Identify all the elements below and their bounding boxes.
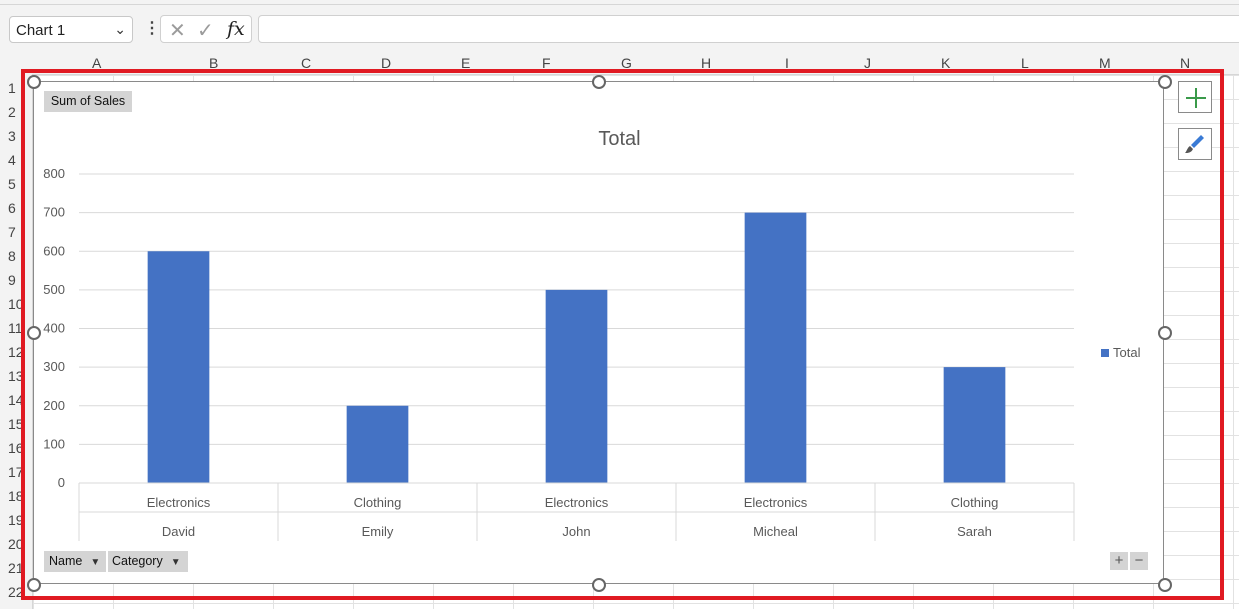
axis-field-button-category[interactable]: Category ▼ (108, 551, 188, 572)
dropdown-arrow-icon[interactable]: ▼ (90, 557, 101, 568)
name-box[interactable]: Chart 1 ⌄ (9, 16, 133, 43)
row-header-13[interactable]: 13 (8, 368, 24, 384)
column-header-j[interactable]: J (864, 55, 871, 71)
expand-field-button[interactable]: + (1110, 552, 1128, 570)
row-header-2[interactable]: 2 (8, 104, 16, 120)
row-header-21[interactable]: 21 (8, 560, 24, 576)
row-header-17[interactable]: 17 (8, 464, 24, 480)
row-headers: 1 2 3 4 5 6 7 8 9 10 11 12 13 14 15 16 1… (0, 74, 33, 609)
column-header-m[interactable]: M (1099, 55, 1111, 71)
paintbrush-icon (1185, 135, 1204, 153)
row-header-16[interactable]: 16 (8, 440, 24, 456)
column-header-g[interactable]: G (621, 55, 632, 71)
name-box-value: Chart 1 (16, 22, 66, 39)
column-header-b[interactable]: B (209, 55, 219, 71)
legend-swatch (1101, 349, 1109, 357)
row-header-4[interactable]: 4 (8, 152, 16, 168)
column-header-e[interactable]: E (461, 55, 471, 71)
column-header-l[interactable]: L (1021, 55, 1029, 71)
column-header-c[interactable]: C (301, 55, 312, 71)
row-header-11[interactable]: 11 (8, 320, 23, 336)
row-header-1[interactable]: 1 (8, 80, 16, 96)
resize-handle-top-right[interactable] (1158, 75, 1172, 89)
collapse-field-button[interactable]: − (1130, 552, 1148, 570)
row-header-8[interactable]: 8 (8, 248, 16, 264)
row-header-3[interactable]: 3 (8, 128, 16, 144)
axis-field-label: Name (49, 554, 83, 568)
row-header-10[interactable]: 10 (8, 296, 24, 312)
row-header-20[interactable]: 20 (8, 536, 24, 552)
column-header-n[interactable]: N (1180, 55, 1191, 71)
resize-handle-bottom-right[interactable] (1158, 578, 1172, 592)
chart-elements-button[interactable] (1178, 81, 1212, 113)
value-field-button[interactable]: Sum of Sales (44, 91, 132, 112)
formula-controls: ✕ ✓ fx (160, 15, 252, 43)
resize-handle-left[interactable] (27, 326, 41, 340)
legend-entry[interactable]: Total (1113, 345, 1141, 360)
cancel-icon[interactable]: ✕ (169, 20, 186, 42)
column-headers: A B C D E F G H I J K L M N (0, 46, 1239, 75)
formula-input[interactable] (258, 15, 1239, 43)
row-header-6[interactable]: 6 (8, 200, 16, 216)
row-header-7[interactable]: 7 (8, 224, 16, 240)
row-header-12[interactable]: 12 (8, 344, 24, 360)
chart-title[interactable]: Total (598, 128, 641, 150)
row-header-5[interactable]: 5 (8, 176, 16, 192)
column-header-i[interactable]: I (785, 55, 789, 71)
resize-handle-top[interactable] (592, 75, 606, 89)
column-header-d[interactable]: D (381, 55, 392, 71)
value-field-label: Sum of Sales (50, 94, 126, 108)
column-header-f[interactable]: F (542, 55, 551, 71)
resize-handle-bottom-left[interactable] (27, 578, 41, 592)
column-header-k[interactable]: K (941, 55, 951, 71)
row-header-18[interactable]: 18 (8, 488, 24, 504)
dropdown-arrow-icon[interactable]: ▼ (170, 557, 181, 568)
ribbon-edge (0, 0, 1239, 5)
pivot-chart[interactable] (33, 81, 1164, 584)
row-header-14[interactable]: 14 (8, 392, 24, 408)
row-header-19[interactable]: 19 (8, 512, 24, 528)
resize-handle-bottom[interactable] (592, 578, 606, 592)
axis-field-button-name[interactable]: Name ▼ (44, 551, 106, 572)
axis-field-label: Category (112, 554, 163, 568)
enter-icon[interactable]: ✓ (197, 20, 214, 42)
row-header-9[interactable]: 9 (8, 272, 16, 288)
resize-handle-top-left[interactable] (27, 75, 41, 89)
insert-function-icon[interactable]: fx (227, 18, 245, 40)
chart-styles-button[interactable] (1178, 128, 1212, 160)
row-header-22[interactable]: 22 (8, 584, 24, 600)
more-options-icon[interactable]: ⋮ (144, 20, 160, 37)
column-header-h[interactable]: H (701, 55, 712, 71)
row-header-15[interactable]: 15 (8, 416, 24, 432)
column-header-a[interactable]: A (92, 55, 102, 71)
resize-handle-right[interactable] (1158, 326, 1172, 340)
formula-bar: Chart 1 ⌄ ⋮ ✕ ✓ fx (0, 0, 1239, 46)
chevron-down-icon[interactable]: ⌄ (114, 21, 126, 37)
